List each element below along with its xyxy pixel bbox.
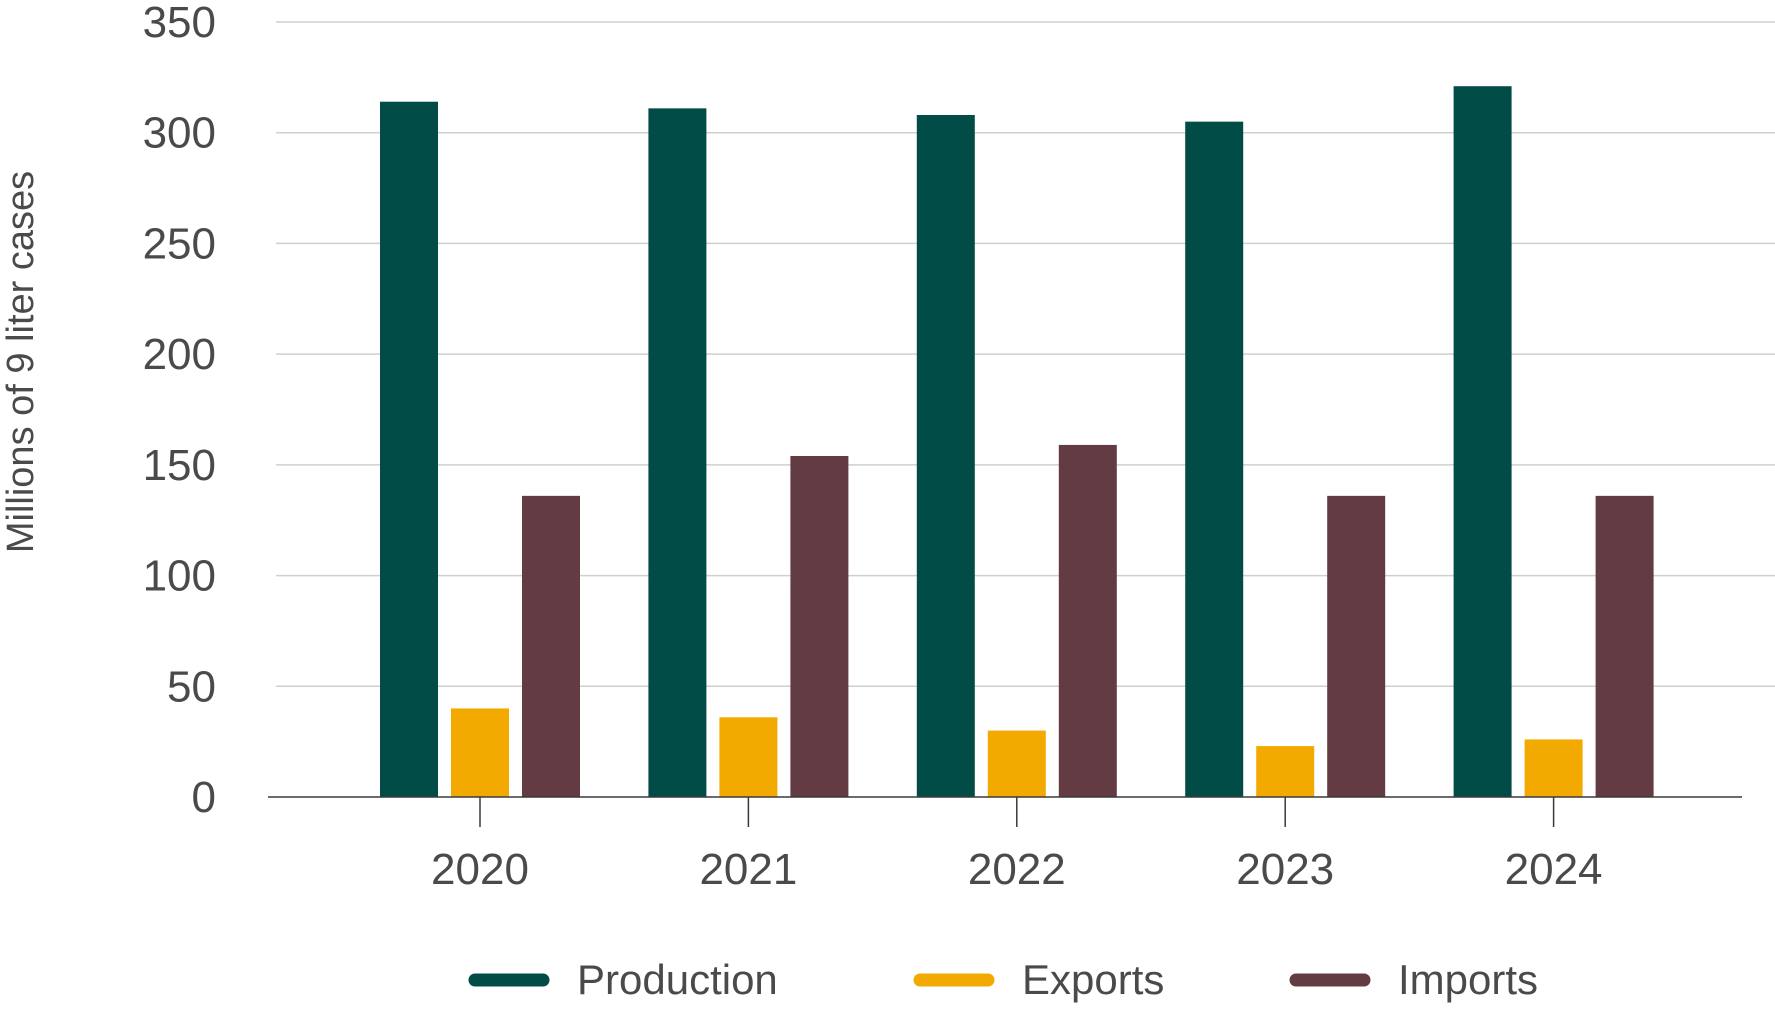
x-tick-label: 2023 [1236,845,1334,894]
bar-production-2024 [1453,86,1512,797]
y-tick-label: 200 [143,330,216,379]
x-tick-label: 2024 [1505,845,1603,894]
x-axis: 2020 2021 2022 2023 2024 [268,796,1742,894]
bar-imports-2022 [1058,444,1117,797]
bar-imports-2021 [790,456,849,797]
y-tick-label: 150 [143,441,216,490]
bar-exports-2021 [719,717,778,797]
y-tick-label: 0 [192,773,216,822]
bar-exports-2023 [1256,746,1315,797]
bar-exports-2024 [1524,739,1583,797]
gridlines [276,21,1775,688]
bar-imports-2020 [522,495,580,797]
y-axis-label: Millions of 9 liter cases [0,171,42,553]
y-tick-label: 100 [143,552,216,601]
bar-production-2021 [648,108,707,798]
bar-production-2023 [1185,121,1244,797]
bar-exports-2020 [451,708,509,797]
x-tick-label: 2022 [968,845,1066,894]
bar-imports-2023 [1327,495,1386,797]
bar-exports-2022 [987,730,1046,797]
legend: Production Exports Imports [468,956,1538,1003]
legend-label-production: Production [577,956,778,1003]
y-tick-label: 50 [167,662,216,711]
bar-imports-2024 [1595,495,1654,797]
y-tick-label: 300 [143,109,216,158]
bars [380,86,1654,798]
legend-label-imports: Imports [1398,956,1538,1003]
legend-label-exports: Exports [1022,956,1164,1003]
y-tick-label: 350 [143,0,216,47]
y-axis-ticks: 0 50 100 150 200 250 300 350 [143,0,216,822]
y-tick-label: 250 [143,219,216,268]
bar-production-2020 [380,101,438,797]
bar-production-2022 [916,115,975,797]
x-tick-label: 2020 [431,845,529,894]
x-tick-label: 2021 [699,845,797,894]
